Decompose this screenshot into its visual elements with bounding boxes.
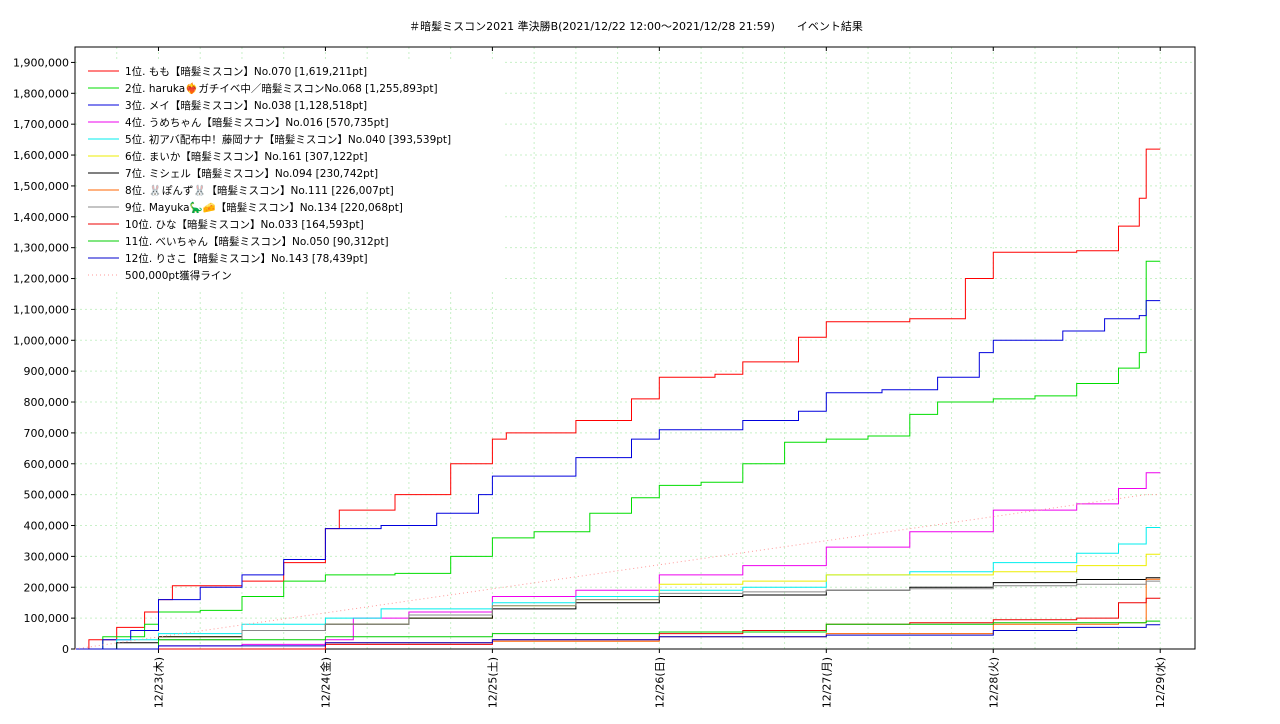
- x-tick-label: 12/24(金): [318, 657, 332, 708]
- x-tick-label: 12/27(月): [820, 657, 833, 708]
- y-tick-label: 1,400,000: [13, 211, 69, 224]
- y-tick-label: 200,000: [24, 581, 70, 594]
- legend-label: 6位. まいか【暗髪ミスコン】No.161 [307,122pt]: [125, 150, 368, 163]
- legend-label: 3位. メイ【暗髪ミスコン】No.038 [1,128,518pt]: [125, 99, 367, 112]
- x-tick-label: 12/26(日): [653, 657, 666, 708]
- y-tick-label: 1,800,000: [13, 87, 69, 100]
- y-tick-label: 700,000: [24, 427, 70, 440]
- legend-label: 9位. Mayuka🦕🧀【暗髪ミスコン】No.134 [220,068pt]: [125, 201, 403, 214]
- legend-label: 2位. haruka❤️‍🔥ガチイベ中／暗髪ミスコンNo.068 [1,255,…: [125, 82, 438, 95]
- y-tick-label: 300,000: [24, 550, 70, 563]
- legend-label: 7位. ミシェル【暗髪ミスコン】No.094 [230,742pt]: [125, 167, 378, 180]
- plot-frame: [74, 46, 1196, 650]
- y-tick-label: 1,600,000: [13, 149, 69, 162]
- legend-label: 500,000pt獲得ライン: [125, 269, 232, 282]
- y-tick-label: 1,900,000: [13, 56, 69, 69]
- legend-label: 12位. りさこ【暗髪ミスコン】No.143 [78,439pt]: [125, 252, 368, 265]
- legend-box: [77, 61, 502, 289]
- y-tick-label: 1,700,000: [13, 118, 69, 131]
- legend-label: 10位. ひな【暗髪ミスコン】No.033 [164,593pt]: [125, 218, 364, 231]
- y-tick-label: 600,000: [24, 458, 70, 471]
- x-tick-label: 12/28(火): [987, 657, 1000, 708]
- x-tick-label: 12/23(木): [152, 657, 165, 708]
- y-tick-label: 400,000: [24, 520, 70, 533]
- series-line-1: [75, 148, 1161, 650]
- y-tick-label: 1,000,000: [13, 334, 69, 347]
- chart-title: ＃暗髪ミスコン2021 準決勝B(2021/12/22 12:00～2021/1…: [409, 19, 863, 33]
- series-line-13: [74, 494, 1161, 650]
- y-tick-label: 1,500,000: [13, 180, 69, 193]
- y-tick-label: 900,000: [24, 365, 70, 378]
- legend-label: 8位. 🐰ぽんず🐰【暗髪ミスコン】No.111 [226,007pt]: [125, 184, 394, 197]
- series-line-12: [75, 624, 1161, 650]
- series-line-11: [75, 620, 1161, 650]
- series-line-9: [75, 580, 1161, 650]
- y-tick-label: 800,000: [24, 396, 70, 409]
- series-line-2: [75, 260, 1161, 650]
- axes: 0 100,000 200,000 300,000 400,000 500,000 600,…: [13, 46, 1196, 708]
- legend-label: 4位. うめちゃん【暗髪ミスコン】No.016 [570,735pt]: [125, 116, 389, 129]
- y-tick-label: 500,000: [24, 489, 70, 502]
- legend-label: 5位. 初アバ配布中！藤岡ナナ【暗髪ミスコン】No.040 [393,539pt…: [125, 133, 451, 146]
- series-line-7: [75, 577, 1161, 650]
- legend: 1位. もも【暗髪ミスコン】No.070 [1,619,211pt] 2位. ha…: [77, 61, 502, 289]
- legend-label: 11位. べいちゃん【暗髪ミスコン】No.050 [90,312pt]: [125, 235, 389, 248]
- y-tick-label: 0: [62, 643, 69, 656]
- y-tick-label: 1,300,000: [13, 242, 69, 255]
- y-tick-label: 100,000: [24, 612, 70, 625]
- y-tick-label: 1,100,000: [13, 303, 69, 316]
- series-lines: [74, 148, 1161, 650]
- legend-label: 1位. もも【暗髪ミスコン】No.070 [1,619,211pt]: [125, 65, 367, 78]
- x-tick-label: 12/25(土): [486, 657, 499, 708]
- series-line-3: [75, 300, 1161, 650]
- y-tick-label: 1,200,000: [13, 273, 69, 286]
- x-tick-label: 12/29(水): [1154, 657, 1167, 708]
